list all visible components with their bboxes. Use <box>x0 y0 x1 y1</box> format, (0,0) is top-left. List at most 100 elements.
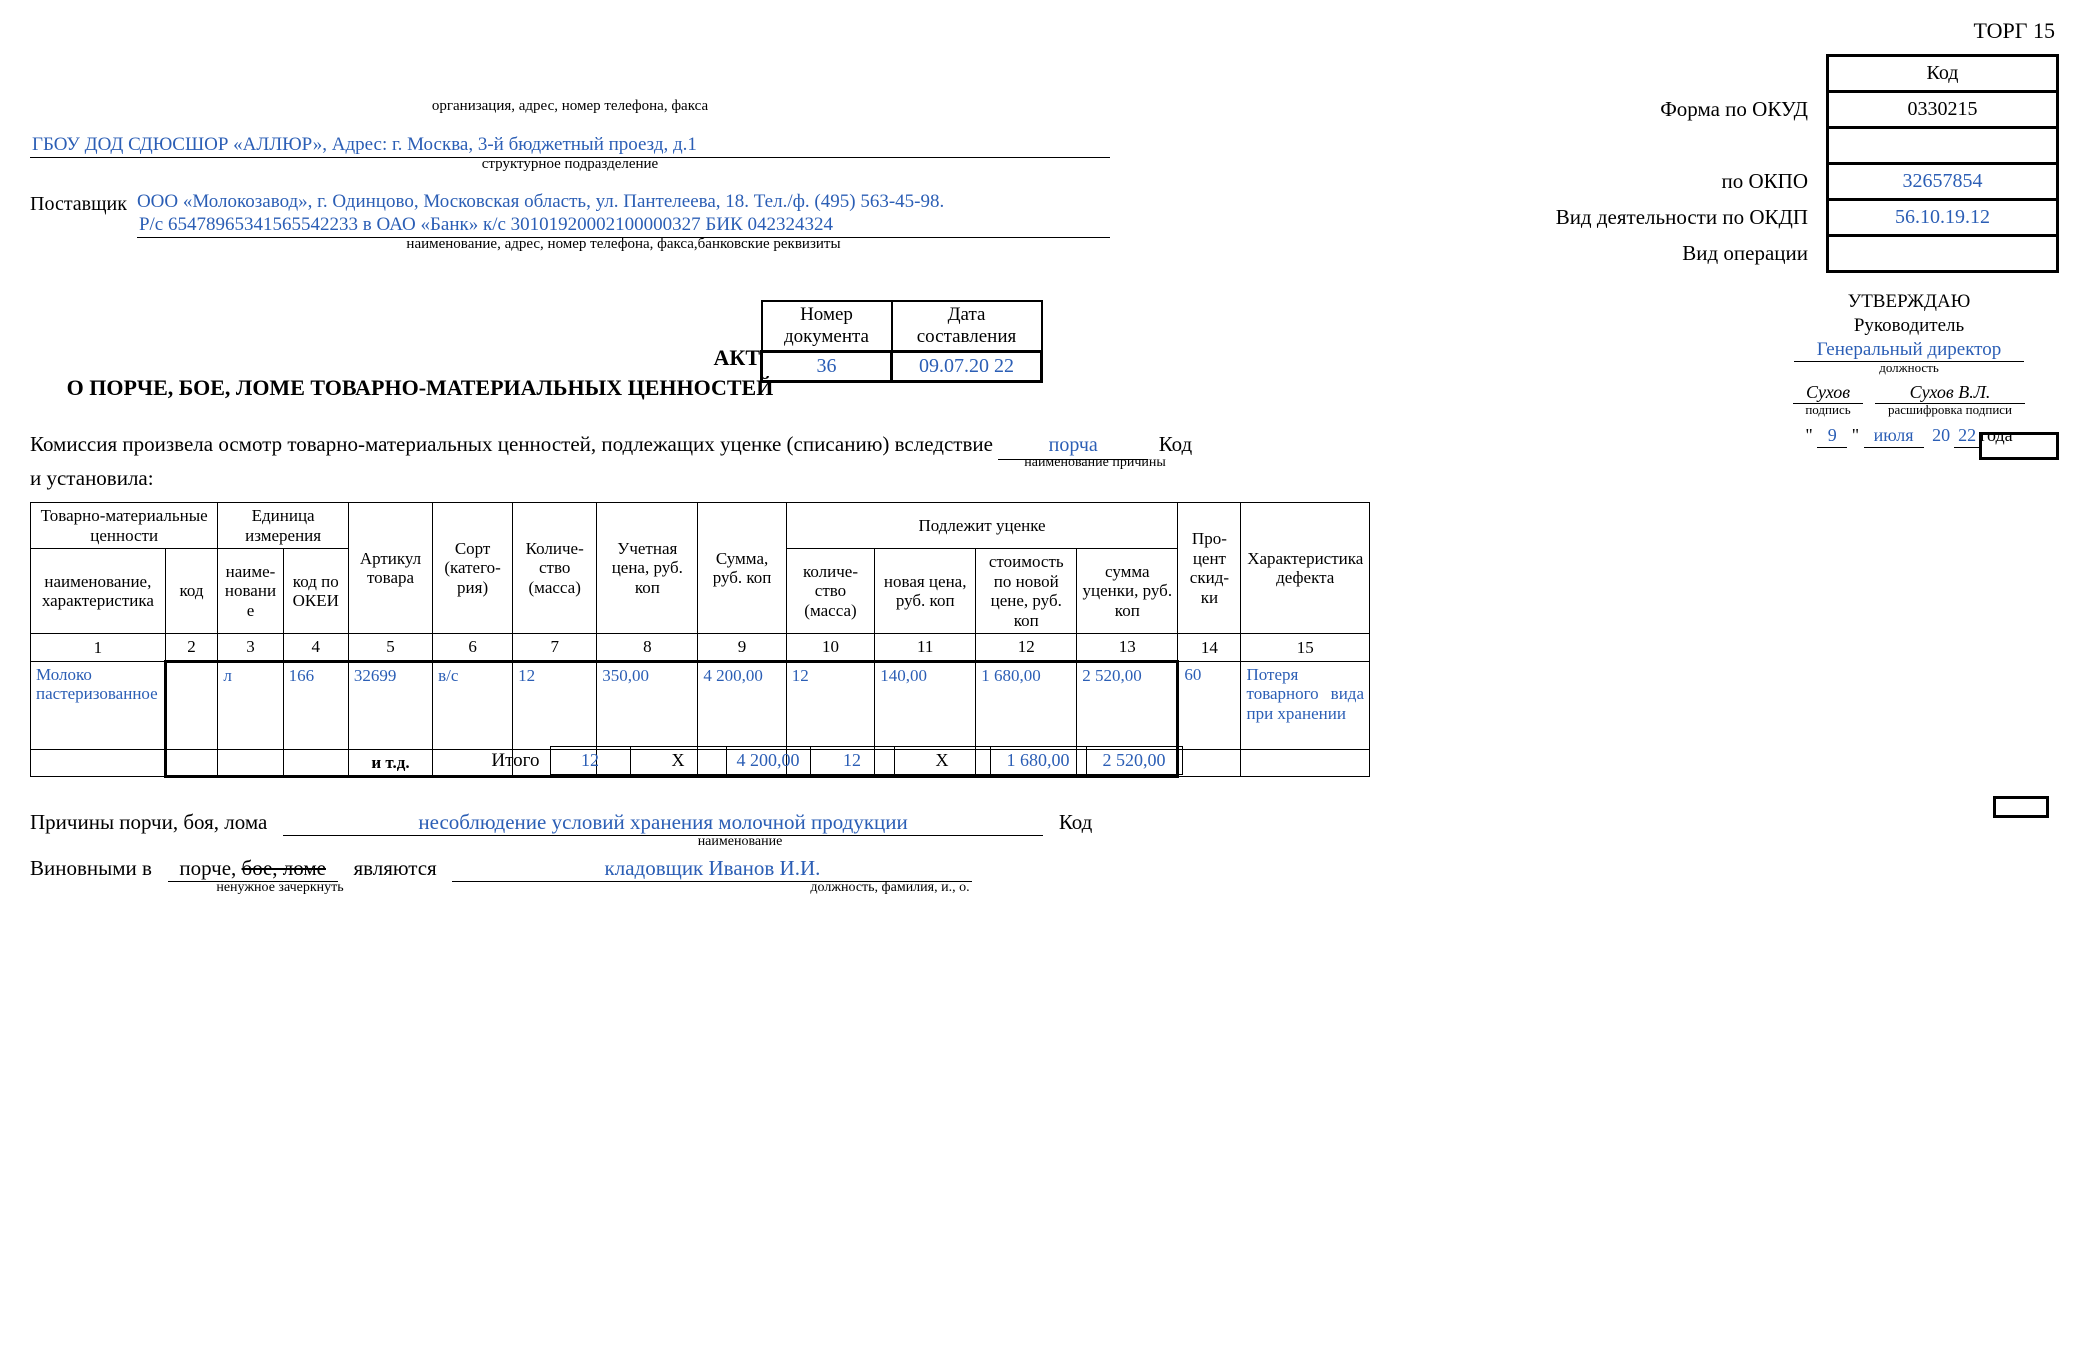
th-c14: Про-цент скид-ки <box>1178 503 1241 634</box>
code-value-blank <box>1828 128 2058 164</box>
etc-2 <box>165 749 218 777</box>
th-c9: Сумма, руб. коп <box>698 503 786 634</box>
num-13: 13 <box>1077 634 1178 662</box>
guilty-kind-caption: ненужное зачеркнуть <box>190 880 370 896</box>
code-label-okud: Форма по ОКУД <box>1546 92 1828 128</box>
th-c5: Артикул товара <box>348 503 432 634</box>
approve-decoding: Сухов В.Л. <box>1875 381 2025 405</box>
guilty-kind-keep: порче, <box>179 856 236 880</box>
cell-c3: л <box>218 661 283 749</box>
num-2: 2 <box>165 634 218 662</box>
num-10: 10 <box>786 634 874 662</box>
th-c13: сумма уценки, руб. коп <box>1077 549 1178 634</box>
cell-c1: Молоко пастеризованное <box>31 661 166 749</box>
commission-block: Комиссия произвела осмотр товарно-матери… <box>30 430 1370 492</box>
cell-c15: Потеря товарного вида при хранении <box>1241 661 1370 749</box>
commission-code-label: Код <box>1159 432 1193 456</box>
code-value-okdp: 56.10.19.12 <box>1828 200 2058 236</box>
approve-word: УТВЕРЖДАЮ <box>1759 290 2059 314</box>
th-c7: Количе-ство (масса) <box>513 503 597 634</box>
code-table: Код Форма по ОКУД 0330215 по ОКПО 326578… <box>1546 54 2059 273</box>
totals-table: Итого 12 X 4 200,00 12 X 1 680,00 2 520,… <box>470 746 1183 775</box>
doc-title-2: О ПОРЧЕ, БОЕ, ЛОМЕ ТОВАРНО-МАТЕРИАЛЬНЫХ … <box>0 375 1020 401</box>
code-label-okdp: Вид деятельности по ОКДП <box>1546 200 1828 236</box>
code-label-op: Вид операции <box>1546 236 1828 272</box>
doc-meta-table: Номердокумента Датасоставления 36 09.07.… <box>760 300 1043 383</box>
cell-c6: в/с <box>433 661 513 749</box>
etc-label: и т.д. <box>348 749 432 777</box>
th-c1: наименование, характеристика <box>31 549 166 634</box>
guilty-kind: порче, бое, ломе <box>168 856 338 882</box>
supplier-line1: ООО «Молокозавод», г. Одинцово, Московск… <box>137 191 1110 213</box>
approve-position: Генеральный директор <box>1794 338 2024 363</box>
commission-reason-caption: наименование причины <box>1010 454 1180 473</box>
th-g1: Товарно-материальные ценности <box>31 503 218 549</box>
cell-c9: 4 200,00 <box>698 661 786 749</box>
code-value-okud: 0330215 <box>1828 92 2058 128</box>
doc-title: АКТ О ПОРЧЕ, БОЕ, ЛОМЕ ТОВАРНО-МАТЕРИАЛЬ… <box>30 345 760 371</box>
reason-caption: наименование <box>630 834 850 850</box>
totals-c7: 12 <box>550 747 630 775</box>
cell-c2 <box>165 661 218 749</box>
cell-c11: 140,00 <box>875 661 976 749</box>
th-c8: Учетная цена, руб. коп <box>597 503 698 634</box>
reason-label: Причины порчи, боя, лома <box>30 810 267 834</box>
etc-1 <box>31 749 166 777</box>
num-3: 3 <box>218 634 283 662</box>
code-label-okpo: по ОКПО <box>1546 164 1828 200</box>
th-g3: Подлежит уценке <box>786 503 1178 549</box>
th-c6: Сорт (катего-рия) <box>433 503 513 634</box>
code-label-blank <box>1546 128 1828 164</box>
num-7: 7 <box>513 634 597 662</box>
doc-num-label: Номердокумента <box>762 301 892 351</box>
th-c3: наиме-нование <box>218 549 283 634</box>
org-value: ГБОУ ДОД СДЮСШОР «АЛЛЮР», Адрес: г. Моск… <box>30 133 1110 158</box>
num-15: 15 <box>1241 634 1370 662</box>
commission-code-slot <box>1979 432 2059 460</box>
th-c15: Характеристика дефекта <box>1241 503 1370 634</box>
num-6: 6 <box>433 634 513 662</box>
num-4: 4 <box>283 634 348 662</box>
reason-value: несоблюдение условий хранения молочной п… <box>283 810 1043 836</box>
guilty-label: Виновными в <box>30 856 152 880</box>
etc-3 <box>218 749 283 777</box>
commission-text: Комиссия произвела осмотр товарно-матери… <box>30 432 993 456</box>
doc-title-1: АКТ <box>713 345 760 370</box>
subdiv-caption: структурное подразделение <box>30 156 1110 173</box>
num-1: 1 <box>31 634 166 662</box>
reason-code-label: Код <box>1059 810 1093 834</box>
num-9: 9 <box>698 634 786 662</box>
etc-14 <box>1178 749 1241 777</box>
totals-c12: 1 680,00 <box>990 747 1086 775</box>
totals-c10: 12 <box>810 747 894 775</box>
cell-c13: 2 520,00 <box>1077 661 1178 749</box>
table-row: Молоко пастеризованное л 166 32699 в/с 1… <box>31 661 1370 749</box>
cell-c7: 12 <box>513 661 597 749</box>
totals-c8: X <box>630 747 726 775</box>
supplier-line2: Р/с 65478965341565542233 в ОАО «Банк» к/… <box>137 213 1110 238</box>
approve-day: 9 <box>1817 424 1847 448</box>
num-8: 8 <box>597 634 698 662</box>
approve-year-sfx: 22 <box>1954 424 1980 448</box>
org-caption: организация, адрес, номер телефона, факс… <box>30 98 1110 115</box>
form-id: ТОРГ 15 <box>1974 18 2056 44</box>
approve-position-caption: должность <box>1759 360 2059 376</box>
cell-c10: 12 <box>786 661 874 749</box>
etc-15 <box>1241 749 1370 777</box>
totals-c9: 4 200,00 <box>726 747 810 775</box>
main-data-table: Товарно-материальные ценности Единица из… <box>30 502 1370 778</box>
approve-dec-caption: расшифровка подписи <box>1875 402 2025 418</box>
num-12: 12 <box>976 634 1077 662</box>
supplier-label: Поставщик <box>30 191 127 253</box>
etc-4 <box>283 749 348 777</box>
totals-c11: X <box>894 747 990 775</box>
guilty-caption: должность, фамилия, и., о. <box>760 880 1020 896</box>
code-header: Код <box>1828 56 2058 92</box>
cell-c4: 166 <box>283 661 348 749</box>
approve-year-pfx: 20 <box>1928 424 1954 447</box>
approval-block: УТВЕРЖДАЮ Руководитель Генеральный дирек… <box>1759 290 2059 448</box>
approve-month: июля <box>1864 424 1924 448</box>
num-11: 11 <box>875 634 976 662</box>
cell-c14: 60 <box>1178 661 1241 749</box>
approve-sig-caption: подпись <box>1793 402 1863 418</box>
